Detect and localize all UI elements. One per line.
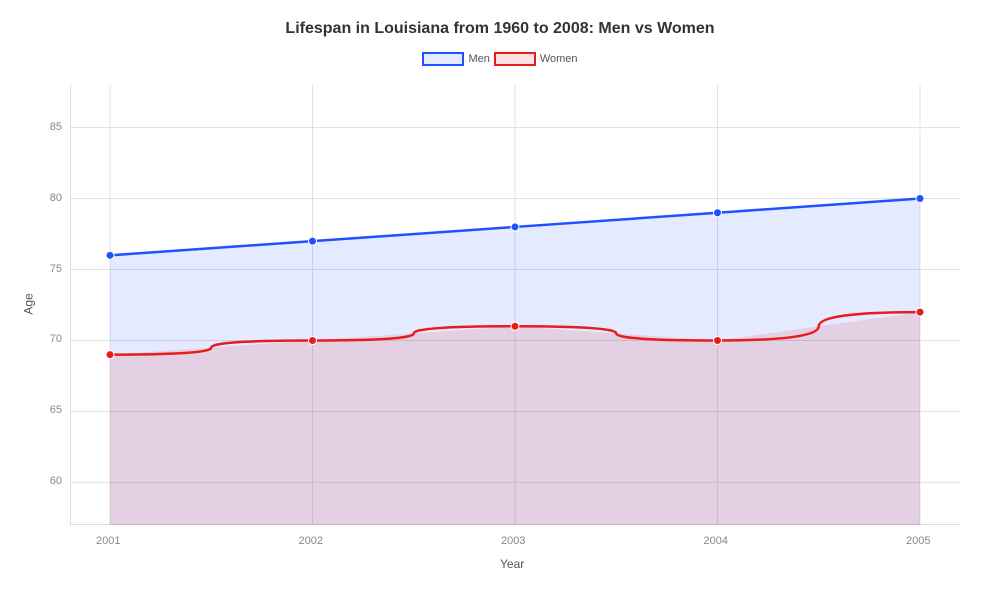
legend-swatch-women xyxy=(494,52,536,66)
x-tick-label: 2005 xyxy=(906,535,930,547)
y-tick-label: 75 xyxy=(50,263,62,275)
y-axis-title: Age xyxy=(22,293,36,314)
y-tick-label: 80 xyxy=(50,192,62,204)
legend: Men Women xyxy=(0,52,1000,66)
y-tick-label: 65 xyxy=(50,404,62,416)
y-tick-label: 70 xyxy=(50,333,62,345)
x-axis-title: Year xyxy=(500,557,524,571)
x-tick-label: 2001 xyxy=(96,535,120,547)
x-tick-label: 2004 xyxy=(704,535,728,547)
legend-item-women: Women xyxy=(494,52,578,66)
x-tick-label: 2003 xyxy=(501,535,525,547)
x-tick-label: 2002 xyxy=(299,535,323,547)
y-tick-label: 60 xyxy=(50,475,62,487)
chart-container: Lifespan in Louisiana from 1960 to 2008:… xyxy=(0,0,1000,600)
legend-label-women: Women xyxy=(540,53,578,65)
chart-svg xyxy=(70,85,960,525)
legend-item-men: Men xyxy=(422,52,489,66)
y-tick-label: 85 xyxy=(50,121,62,133)
legend-swatch-men xyxy=(422,52,464,66)
chart-title: Lifespan in Louisiana from 1960 to 2008:… xyxy=(0,20,1000,38)
plot-area xyxy=(70,85,960,525)
legend-label-men: Men xyxy=(468,53,489,65)
